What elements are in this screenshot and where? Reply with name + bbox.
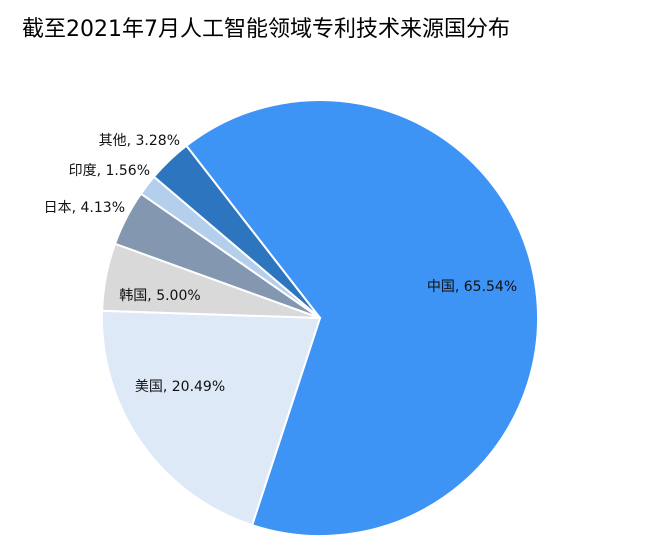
category-label: 中国 bbox=[427, 279, 455, 295]
slice-label: 印度, 1.56% bbox=[69, 163, 150, 179]
category-label: 韩国 bbox=[119, 288, 147, 304]
value-label: 65.54% bbox=[464, 279, 517, 295]
category-label: 其他 bbox=[99, 133, 127, 149]
value-label: 4.13% bbox=[81, 200, 125, 216]
pie-slice bbox=[101, 309, 322, 527]
category-label: 印度 bbox=[69, 163, 97, 179]
category-label: 美国 bbox=[135, 379, 163, 395]
value-label: 1.56% bbox=[106, 163, 150, 179]
slice-label: 美国, 20.49% bbox=[135, 379, 225, 395]
value-label: 20.49% bbox=[172, 379, 225, 395]
pie-slice bbox=[152, 144, 321, 319]
slice-label: 中国, 65.54% bbox=[427, 279, 517, 295]
slice-label: 韩国, 5.00% bbox=[119, 288, 200, 304]
value-label: 3.28% bbox=[136, 133, 180, 149]
slice-label: 其他, 3.28% bbox=[99, 133, 180, 149]
slice-label: 日本, 4.13% bbox=[44, 200, 125, 216]
chart-title: 截至2021年7月人工智能领域专利技术来源国分布 bbox=[22, 17, 510, 42]
pie-slice bbox=[184, 99, 539, 537]
value-label: 5.00% bbox=[156, 288, 200, 304]
category-label: 日本 bbox=[44, 200, 72, 216]
